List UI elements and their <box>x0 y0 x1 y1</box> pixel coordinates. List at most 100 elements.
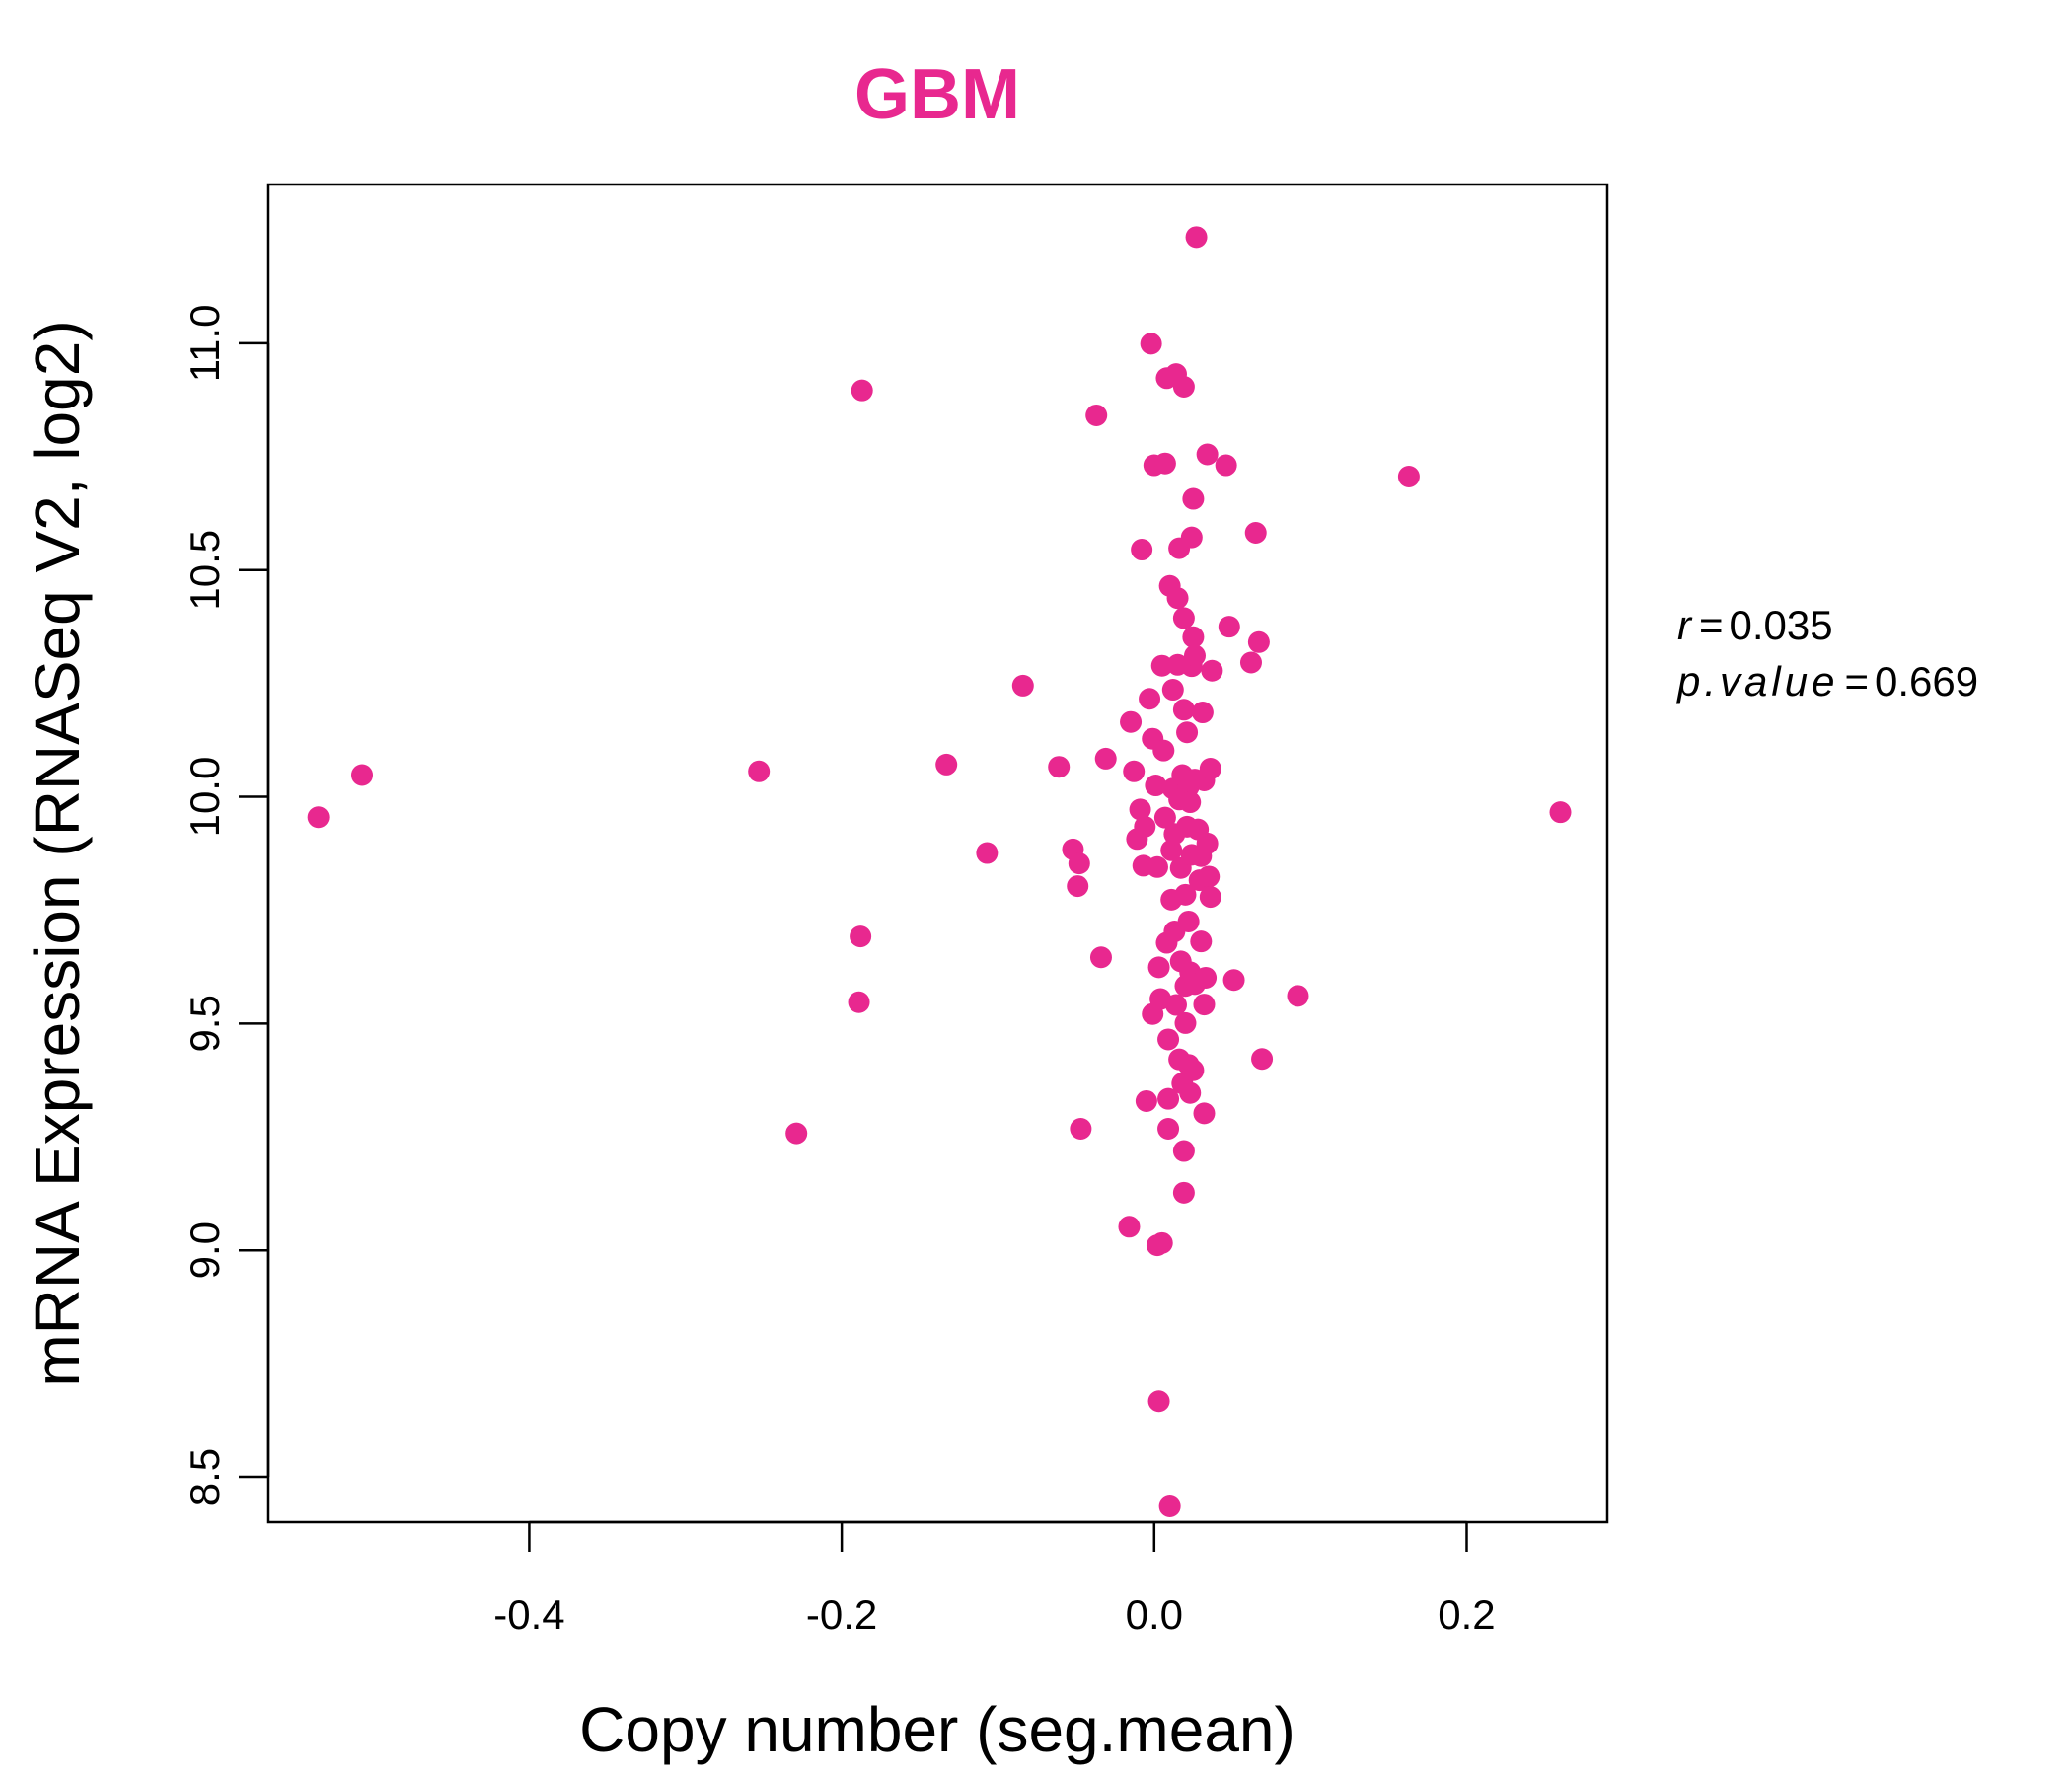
x-tick-label: -0.2 <box>806 1591 877 1638</box>
data-point <box>1179 791 1202 814</box>
data-point <box>1193 994 1216 1016</box>
data-point <box>1161 679 1184 702</box>
data-point <box>1222 969 1245 992</box>
data-point <box>1150 1231 1173 1254</box>
data-point <box>1239 651 1262 674</box>
stat-p-line: p.value = 0.669 <box>1675 658 1978 704</box>
data-point <box>1147 1390 1170 1413</box>
data-point <box>976 842 999 864</box>
data-point <box>1193 1102 1216 1125</box>
data-point <box>1196 443 1219 466</box>
chart-title: GBM <box>854 55 1020 134</box>
y-tick-label: 10.0 <box>182 757 228 838</box>
data-point <box>1146 855 1168 878</box>
data-point <box>1139 688 1161 710</box>
data-point <box>1048 756 1071 778</box>
data-point <box>1140 333 1162 355</box>
y-axis-label: mRNA Expression (RNASeq V2, log2) <box>22 320 93 1386</box>
data-point <box>307 806 330 829</box>
data-point <box>1129 798 1151 821</box>
data-point <box>1135 1089 1157 1112</box>
data-point <box>1164 994 1187 1016</box>
data-point <box>1011 674 1034 697</box>
x-tick-label: -0.4 <box>493 1591 564 1638</box>
data-point <box>1199 886 1221 909</box>
stat-r-line: r = 0.035 <box>1677 602 1833 648</box>
data-point <box>1179 1081 1202 1104</box>
data-point <box>1195 966 1218 989</box>
data-point <box>1068 852 1090 875</box>
stat-r-label: r <box>1677 602 1693 648</box>
data-point <box>1183 644 1206 667</box>
data-point <box>1089 946 1112 969</box>
data-point <box>1190 930 1213 953</box>
data-point <box>1172 699 1195 721</box>
x-axis: -0.4 -0.2 0.0 0.2 <box>493 1520 1496 1638</box>
data-point <box>1201 659 1223 682</box>
data-point <box>1244 522 1267 545</box>
data-point <box>1251 1048 1274 1071</box>
data-point <box>785 1122 808 1145</box>
data-point <box>848 991 870 1013</box>
data-point <box>1287 985 1309 1007</box>
data-point <box>1180 526 1203 549</box>
data-point <box>1177 910 1200 932</box>
data-point <box>1174 1011 1197 1034</box>
data-point <box>1166 587 1189 610</box>
data-point <box>1118 1216 1141 1238</box>
data-point <box>1174 883 1197 906</box>
data-point <box>1157 1087 1180 1110</box>
data-point <box>1247 630 1270 653</box>
data-point <box>1176 721 1199 744</box>
y-tick-label: 10.5 <box>182 530 228 611</box>
data-point <box>1172 376 1195 399</box>
data-point <box>1120 710 1143 733</box>
y-tick-label: 9.5 <box>182 995 228 1052</box>
data-point <box>1182 626 1205 648</box>
stat-r-value: 0.035 <box>1730 602 1833 648</box>
y-tick-label: 11.0 <box>182 305 228 383</box>
y-tick-label: 9.0 <box>182 1221 228 1279</box>
data-point <box>1172 1140 1195 1162</box>
x-axis-label: Copy number (seg.mean) <box>579 1694 1295 1765</box>
data-point <box>1085 404 1108 426</box>
data-point <box>935 753 958 776</box>
data-point <box>1067 875 1089 898</box>
correlation-stats: r = 0.035 p.value = 0.669 <box>1675 602 1978 704</box>
data-point <box>1158 1494 1181 1517</box>
data-point <box>1172 1181 1195 1204</box>
data-point <box>1199 758 1221 780</box>
data-point <box>1150 654 1173 677</box>
data-point <box>1145 775 1167 797</box>
data-point <box>1397 466 1420 488</box>
data-point <box>1157 1028 1180 1051</box>
data-point <box>850 925 872 948</box>
data-point <box>1215 454 1237 477</box>
data-point <box>1191 702 1214 724</box>
data-point <box>1185 226 1208 249</box>
data-point <box>1153 452 1176 475</box>
stat-r-eq: = <box>1699 602 1724 648</box>
x-tick-label: 0.0 <box>1126 1591 1183 1638</box>
stat-p-label: p.value <box>1675 658 1838 704</box>
data-point <box>1172 607 1195 629</box>
data-point <box>351 764 374 786</box>
data-point <box>1153 806 1176 829</box>
data-point <box>1196 832 1219 854</box>
data-point <box>1070 1118 1092 1141</box>
data-point <box>1218 616 1240 638</box>
data-point <box>1182 487 1205 510</box>
data-point <box>1157 1118 1180 1141</box>
stat-p-value: 0.669 <box>1875 658 1978 704</box>
y-axis: 8.5 9.0 9.5 10.0 10.5 11.0 <box>182 305 270 1506</box>
data-point <box>1198 865 1221 888</box>
data-point <box>1123 760 1146 782</box>
data-point <box>1160 839 1183 861</box>
y-tick-label: 8.5 <box>182 1448 228 1506</box>
data-point <box>851 379 873 402</box>
plot-frame <box>266 183 1609 1524</box>
stat-p-eq: = <box>1844 658 1869 704</box>
data-point <box>1134 815 1156 838</box>
data-point <box>748 760 771 782</box>
